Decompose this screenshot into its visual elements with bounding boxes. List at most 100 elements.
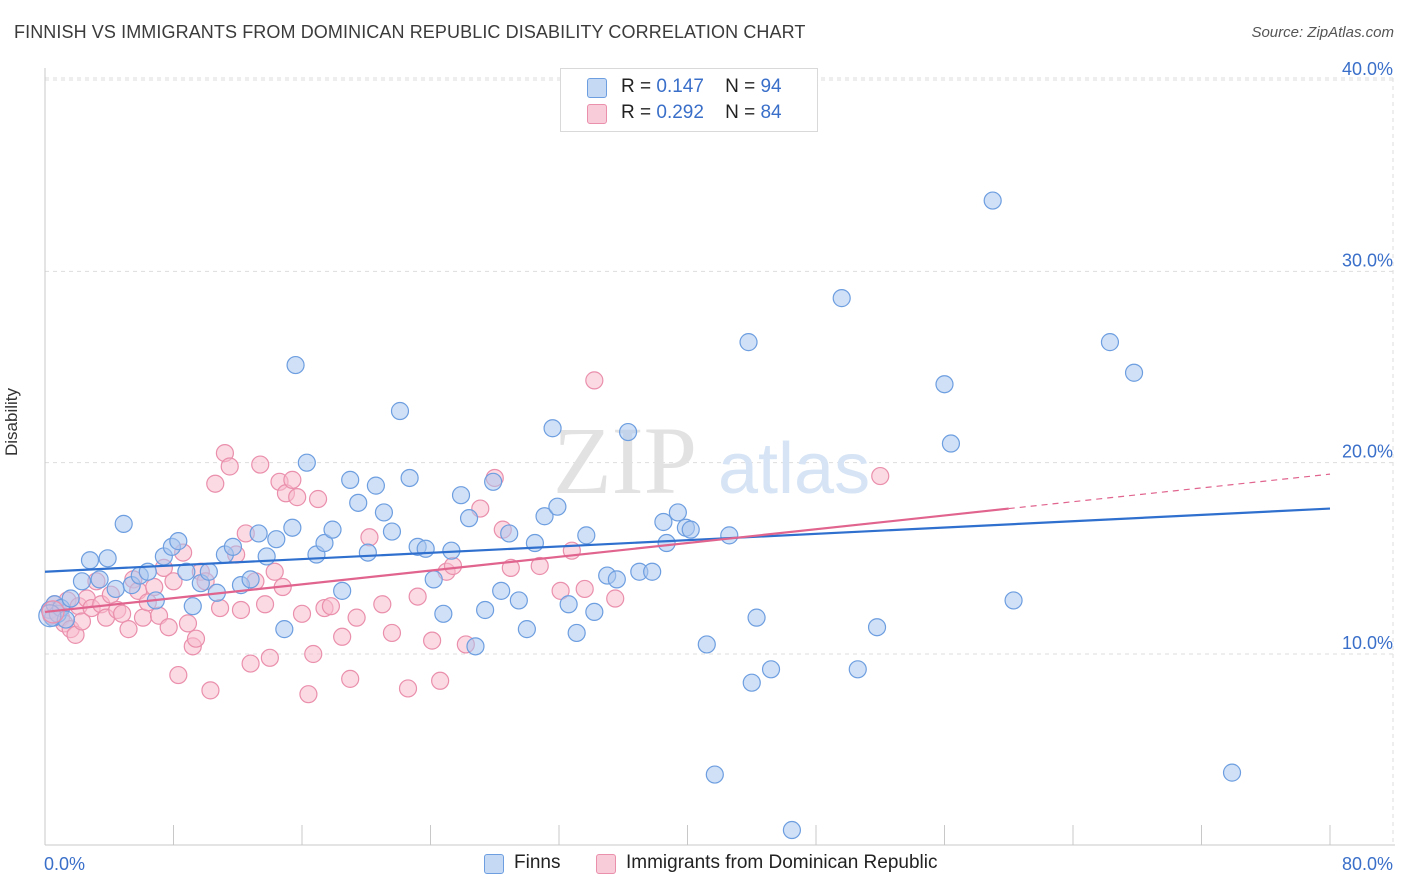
point-dominican — [341, 669, 360, 688]
point-finns — [1124, 363, 1144, 382]
bottom-legend-swatch-pink — [596, 854, 616, 874]
point-finns — [374, 503, 394, 522]
point-finns — [466, 637, 485, 656]
y-tick-label: 10.0% — [1342, 633, 1393, 653]
point-finns — [434, 604, 453, 623]
point-finns — [390, 401, 410, 421]
trend-lines — [44, 473, 1331, 614]
point-finns — [1004, 591, 1023, 610]
chart-title: FINNISH VS IMMIGRANTS FROM DOMINICAN REP… — [14, 22, 806, 42]
point-finns — [941, 434, 961, 453]
point-finns — [1222, 763, 1242, 782]
point-finns — [643, 562, 662, 581]
legend-n-value: 84 — [760, 102, 782, 123]
point-finns — [382, 522, 402, 541]
point-finns — [416, 539, 435, 558]
point-finns — [935, 375, 954, 394]
bottom-legend-swatch-blue — [484, 854, 504, 874]
point-finns — [543, 419, 562, 438]
point-dominican — [288, 488, 307, 507]
point-finns — [742, 673, 761, 692]
point-finns — [424, 570, 443, 589]
point-finns — [341, 470, 360, 489]
point-dominican — [299, 685, 318, 704]
point-dominican — [112, 604, 132, 623]
point-dominican — [373, 595, 392, 614]
legend-r-value: 0.292 — [656, 102, 704, 123]
y-axis-label: Disability — [2, 387, 21, 456]
point-dominican — [333, 627, 352, 646]
point-dominican — [292, 604, 312, 623]
point-dominican — [283, 470, 302, 489]
point-finns — [183, 597, 202, 616]
point-dominican — [206, 474, 225, 493]
point-finns — [681, 520, 700, 539]
point-finns — [366, 476, 385, 495]
point-finns — [267, 530, 286, 549]
point-dominican — [169, 665, 188, 685]
point-finns — [761, 660, 781, 679]
point-dominican — [231, 600, 251, 620]
point-dominican — [551, 581, 570, 600]
legend-r-label: R = — [621, 102, 652, 123]
x-tick-label: 0.0% — [44, 854, 85, 874]
point-dominican — [201, 681, 220, 700]
point-finns — [983, 191, 1002, 210]
point-finns — [654, 512, 673, 532]
legend-n-label: N = — [725, 102, 756, 123]
point-dominican — [119, 620, 138, 639]
bottom-legend-label: Finns — [514, 852, 561, 873]
legend-r-label: R = — [621, 76, 652, 97]
point-dominican — [431, 671, 450, 690]
point-finns — [297, 453, 316, 472]
point-dominican — [304, 644, 323, 664]
legend-swatch-blue — [587, 78, 607, 98]
legend-swatch-pink — [587, 104, 607, 124]
legend-n-label: N = — [725, 76, 756, 97]
point-finns — [739, 333, 758, 352]
point-finns — [585, 602, 604, 622]
point-finns — [333, 581, 352, 600]
point-dominican — [530, 556, 549, 576]
point-finns — [492, 581, 511, 600]
point-dominican — [186, 629, 206, 648]
point-finns — [459, 509, 479, 528]
point-finns — [358, 543, 377, 562]
point-finns — [349, 493, 368, 512]
point-finns — [747, 608, 766, 627]
point-dominican — [251, 455, 270, 474]
legend-text: R = 0.292 N = 84 — [621, 102, 782, 124]
point-dominican — [423, 631, 442, 650]
point-finns — [559, 595, 578, 614]
point-finns — [618, 422, 638, 442]
point-dominican — [164, 572, 183, 591]
point-finns — [720, 526, 739, 545]
point-finns — [500, 524, 519, 543]
trend-line-finns — [44, 507, 1331, 573]
bottom-legend-label: Immigrants from Dominican Republic — [626, 852, 938, 873]
point-finns — [223, 537, 243, 556]
point-finns — [241, 570, 260, 589]
point-dominican — [210, 598, 230, 618]
point-finns — [257, 547, 276, 566]
point-finns — [114, 514, 133, 533]
point-finns — [848, 660, 867, 679]
point-finns — [697, 635, 716, 654]
point-finns — [199, 562, 218, 581]
point-finns — [177, 562, 196, 581]
point-finns — [832, 289, 851, 308]
legend-r-value: 0.147 — [656, 76, 704, 97]
point-finns — [607, 570, 626, 589]
point-dominican — [501, 558, 520, 578]
point-finns — [169, 532, 188, 551]
point-finns — [451, 486, 471, 505]
point-finns — [867, 618, 887, 637]
point-finns — [668, 503, 687, 522]
point-finns — [80, 551, 100, 570]
legend-n-value: 94 — [760, 76, 782, 97]
trend-line-dominican — [44, 507, 1009, 614]
point-finns — [1100, 333, 1120, 352]
axes — [44, 68, 1395, 846]
x-tick-label: 80.0% — [1342, 854, 1393, 874]
